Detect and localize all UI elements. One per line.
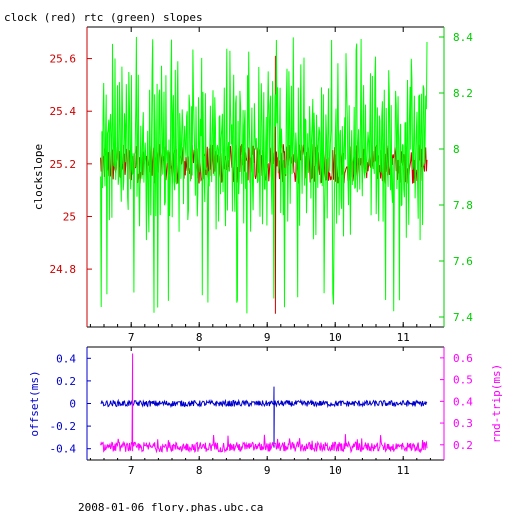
y-right-axis-title: rnd-trip(ms) <box>490 364 503 443</box>
y-left-tick-label: 24.8 <box>50 263 77 276</box>
y-left-tick-label: -0.4 <box>50 443 77 456</box>
y-right-tick-label: 7.6 <box>453 255 473 268</box>
chart-title: clock (red) rtc (green) slopes <box>4 11 203 24</box>
footer-text: 2008-01-06 flory.phas.ubc.ca <box>78 501 263 512</box>
y-left-tick-label: 25.4 <box>50 105 77 118</box>
x-tick-label: 11 <box>397 331 410 344</box>
y-right-tick-label: 7.4 <box>453 311 473 324</box>
y-right-tick-label: 0.4 <box>453 395 473 408</box>
x-tick-label: 9 <box>264 331 271 344</box>
series-rtc <box>100 36 428 314</box>
y-left-axis-title: offset(ms) <box>28 370 41 436</box>
y-left-tick-label: 0.2 <box>56 375 76 388</box>
series-rnd-trip <box>100 353 428 454</box>
top-panel: 7 8 9 10 11 24.8 25 25.2 25.4 25.6 7.4 7.6 7.8 8 8.2 8.… <box>32 26 473 344</box>
x-tick-label: 7 <box>128 331 135 344</box>
y-right-tick-label: 0.2 <box>453 439 473 452</box>
y-right-tick-label: 8.4 <box>453 31 473 44</box>
y-left-tick-label: 25.6 <box>50 53 77 66</box>
y-left-tick-label: 25.2 <box>50 158 77 171</box>
y-right-tick-label: 0.6 <box>453 352 473 365</box>
y-left-tick-label: 0.4 <box>56 352 76 365</box>
x-tick-label: 8 <box>196 464 203 477</box>
x-tick-label: 10 <box>329 464 342 477</box>
y-right-tick-label: 0.3 <box>453 417 473 430</box>
bottom-panel: 7 8 9 10 11 -0.4 -0.2 0 0.2 0.4 0.2 0.3 0.4 0.5 0.6 off… <box>28 346 503 477</box>
y-right-tick-label: 8.2 <box>453 87 473 100</box>
y-left-tick-label: 0 <box>69 398 76 411</box>
y-left-axis-title: clockslope <box>32 144 45 210</box>
y-right-tick-label: 7.8 <box>453 199 473 212</box>
y-left-tick-label: 25 <box>63 210 76 223</box>
x-tick-label: 10 <box>329 331 342 344</box>
y-left-tick-label: -0.2 <box>50 420 77 433</box>
x-tick-label: 7 <box>128 464 135 477</box>
x-tick-label: 9 <box>264 464 271 477</box>
series-offset <box>100 386 428 448</box>
x-tick-label: 8 <box>196 331 203 344</box>
y-right-tick-label: 8 <box>453 143 460 156</box>
y-right-tick-label: 0.5 <box>453 374 473 387</box>
x-tick-label: 11 <box>397 464 410 477</box>
